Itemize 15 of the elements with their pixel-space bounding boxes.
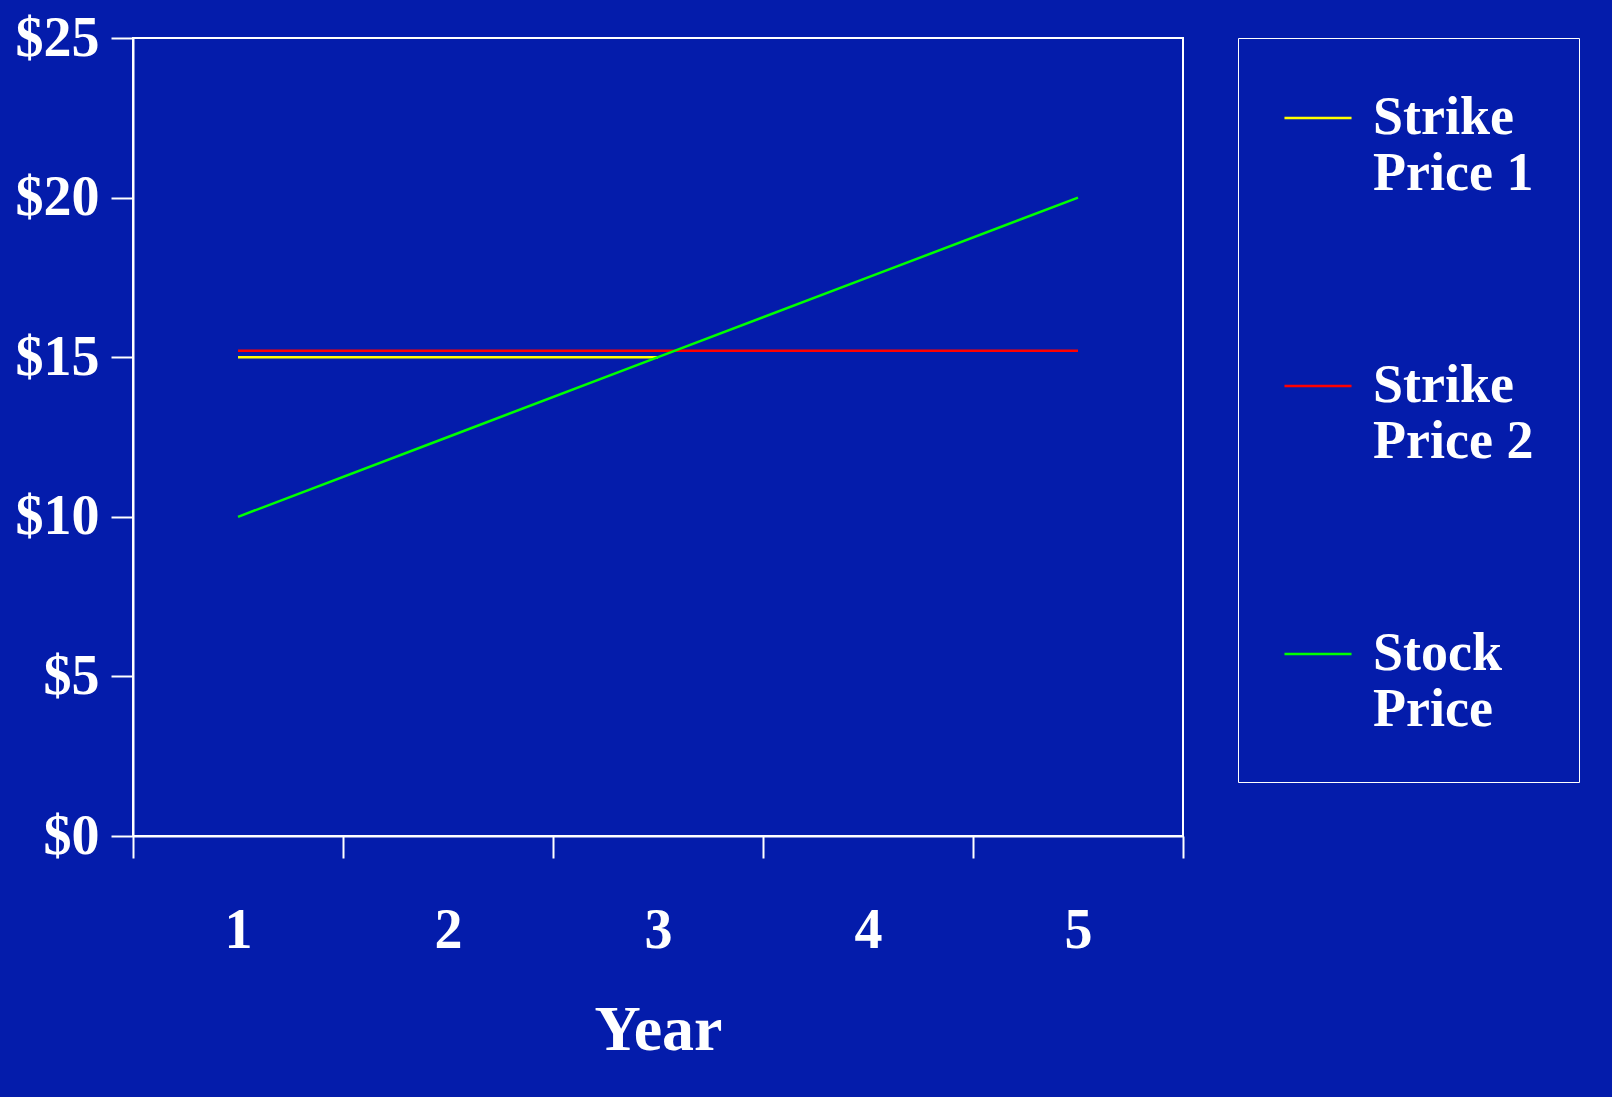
y-tick-label: $5 — [43, 643, 100, 706]
x-tick-label: 5 — [1064, 897, 1093, 960]
x-tick-label: 4 — [854, 897, 883, 960]
legend-label: Strike Price 2 — [1373, 354, 1534, 470]
x-tick-label: 1 — [224, 897, 253, 960]
y-tick-label: $15 — [15, 324, 100, 387]
x-axis-title: Year — [594, 992, 723, 1064]
x-tick-label: 3 — [644, 897, 673, 960]
x-tick-label: 2 — [434, 897, 463, 960]
legend-label: Stock Price — [1373, 622, 1503, 738]
y-tick-label: $25 — [15, 5, 100, 68]
y-tick-label: $0 — [43, 803, 100, 866]
y-tick-label: $20 — [15, 165, 100, 228]
legend-label: Strike Price 1 — [1373, 86, 1534, 202]
y-tick-label: $10 — [15, 484, 100, 547]
